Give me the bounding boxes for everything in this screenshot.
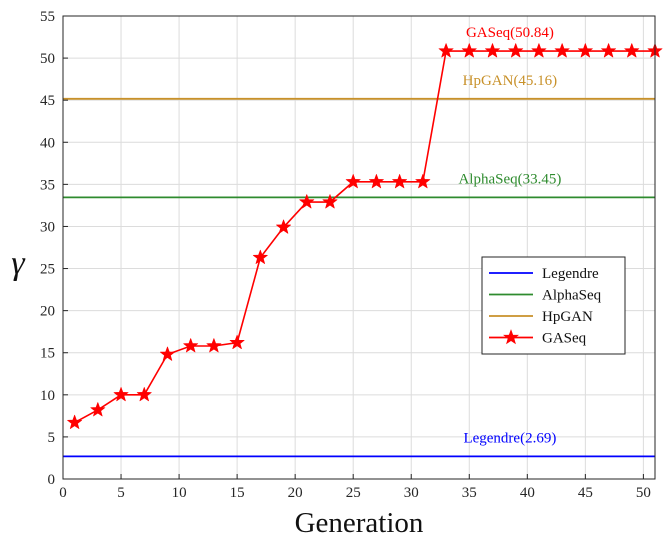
- x-tick-label: 25: [346, 485, 361, 501]
- x-tick-label: 30: [404, 485, 419, 501]
- legend-marker-star: [503, 329, 519, 345]
- data-point-star: [508, 43, 524, 58]
- y-tick-label: 0: [48, 472, 56, 488]
- annotation-hpgan: HpGAN(45.16): [463, 73, 558, 89]
- data-point-star: [183, 338, 199, 353]
- legend-entry-legendre: Legendre: [489, 266, 599, 282]
- series-area: [63, 43, 663, 458]
- x-tick-label: 20: [288, 485, 303, 501]
- y-tick-label: 20: [40, 304, 55, 320]
- x-tick-label: 40: [520, 485, 535, 501]
- legend-entry-gaseq: GASeq: [489, 329, 587, 347]
- data-point-star: [368, 174, 384, 189]
- legend-entry-alphaseq: AlphaSeq: [489, 288, 602, 304]
- legend-label: Legendre: [542, 266, 599, 282]
- x-tick-label: 15: [230, 485, 245, 501]
- y-tick-label: 45: [40, 93, 55, 109]
- x-tick-label: 45: [578, 485, 593, 501]
- data-point-star: [438, 43, 454, 58]
- annotation-gaseq: GASeq(50.84): [466, 25, 554, 41]
- data-point-star: [601, 43, 616, 58]
- y-tick-label: 40: [40, 135, 55, 151]
- y-tick-label: 30: [40, 219, 55, 235]
- x-axis-label: Generation: [295, 507, 424, 539]
- plot-frame: [62, 15, 656, 480]
- legend-label: AlphaSeq: [542, 288, 602, 304]
- grid: [62, 15, 655, 480]
- legend-entry-hpgan: HpGAN: [489, 309, 593, 325]
- x-tick-label: 5: [117, 485, 125, 501]
- data-point-star: [206, 338, 222, 353]
- data-point-star: [392, 174, 408, 189]
- annotation-alphaseq: AlphaSeq(33.45): [458, 172, 561, 188]
- legend: Legendre AlphaSeq HpGAN GASeq: [481, 256, 626, 355]
- data-point-star: [415, 174, 431, 189]
- data-point-star: [624, 43, 640, 58]
- data-point-star: [136, 387, 152, 402]
- data-point-star: [229, 334, 245, 349]
- data-point-star: [322, 194, 338, 209]
- y-tick-label: 55: [40, 9, 55, 25]
- x-tick-label: 10: [172, 485, 187, 501]
- annotations: GASeq(50.84) HpGAN(45.16) AlphaSeq(33.45) L…: [458, 25, 561, 446]
- data-point-star: [531, 43, 547, 58]
- y-tick-label: 50: [40, 51, 55, 67]
- y-tick-label: 25: [40, 262, 55, 278]
- y-tick-label: 5: [48, 430, 56, 446]
- data-point-star: [577, 43, 593, 58]
- data-point-star: [90, 402, 106, 417]
- data-point-star: [252, 249, 268, 264]
- data-point-star: [160, 346, 175, 361]
- data-point-star: [554, 43, 570, 58]
- data-point-star: [276, 219, 291, 234]
- legend-label: GASeq: [542, 331, 587, 347]
- y-tick-label: 35: [40, 177, 55, 193]
- x-tick-label: 50: [636, 485, 651, 501]
- x-tick-label: 35: [462, 485, 477, 501]
- data-point-star: [113, 387, 129, 402]
- axis-ticks: 0 5 10 15 20 25 30 35 40 45 50 0 5 10 15 20 25 30 35 40 45 50…: [40, 9, 651, 501]
- annotation-legendre: Legendre(2.69): [463, 430, 556, 446]
- y-tick-label: 15: [40, 346, 55, 362]
- data-point-star: [345, 174, 361, 189]
- data-point-star: [299, 194, 315, 209]
- data-point-star: [67, 414, 83, 429]
- series-gaseq: [67, 43, 663, 429]
- data-point-star: [461, 43, 477, 58]
- x-tick-label: 0: [59, 485, 67, 501]
- y-tick-label: 10: [40, 388, 55, 404]
- series-line-gaseq: [74, 50, 655, 424]
- data-point-star: [485, 43, 500, 58]
- y-axis-label: γ: [11, 245, 26, 282]
- legend-label: HpGAN: [542, 309, 593, 325]
